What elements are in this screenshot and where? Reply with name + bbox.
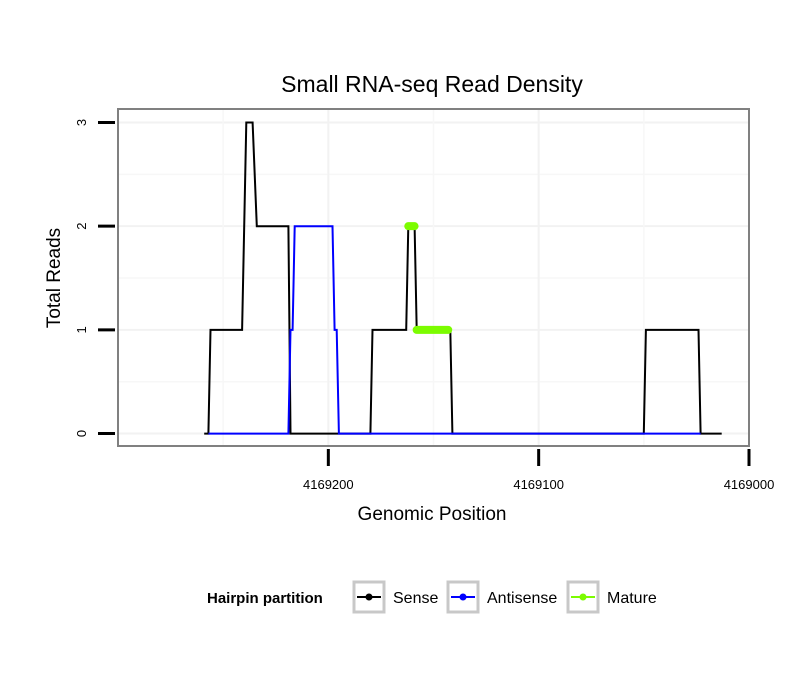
legend-item-mature: Mature — [566, 580, 657, 614]
legend-label-antisense: Antisense — [487, 590, 557, 607]
x-tick-label: 4169100 — [513, 477, 564, 492]
plot-border — [117, 108, 750, 447]
legend-dot-antisense — [459, 593, 467, 601]
series-line-sense — [204, 121, 722, 435]
x-axis-title: Genomic Position — [358, 504, 507, 525]
x-tick-label: 4169200 — [303, 477, 354, 492]
legend-key-antisense — [446, 580, 480, 614]
legend-dot-mature — [579, 593, 587, 601]
chart-title: Small RNA-seq Read Density — [281, 71, 583, 97]
legend-item-antisense: Antisense — [446, 580, 557, 614]
y-tick-label: 2 — [74, 223, 89, 230]
x-tick-label: 4169000 — [724, 477, 775, 492]
legend-label-sense: Sense — [393, 590, 438, 607]
legend-title: Hairpin partition — [207, 590, 323, 607]
legend: Hairpin partition Sense Antisense Mature — [207, 580, 657, 614]
y-axis-title: Total Reads — [44, 228, 65, 328]
legend-label-mature: Mature — [607, 590, 657, 607]
legend-item-sense: Sense — [352, 580, 438, 614]
y-tick-label: 3 — [74, 119, 89, 126]
series-layer — [204, 121, 722, 435]
series-line-antisense — [208, 225, 701, 435]
y-tick-label: 0 — [74, 430, 89, 437]
legend-dot-sense — [365, 593, 373, 601]
axis-layer: 0 1 2 3 4169200 4169100 4169000 — [74, 119, 774, 492]
y-tick-label: 1 — [74, 326, 89, 333]
